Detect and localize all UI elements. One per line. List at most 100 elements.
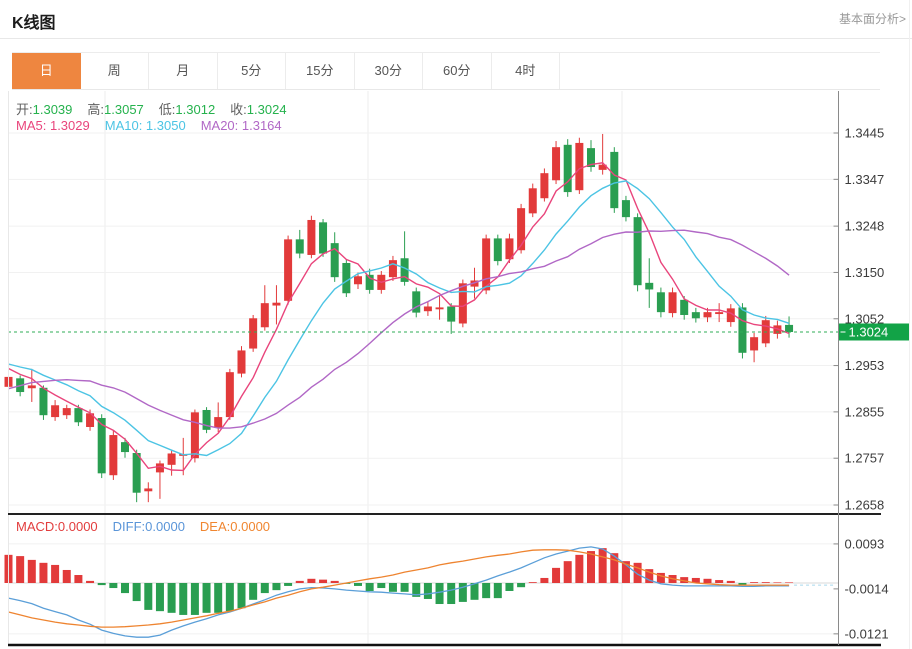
macd-histogram-bar	[656, 572, 665, 583]
macd-histogram-bar	[726, 580, 735, 583]
candle-body	[482, 238, 491, 291]
macd-histogram-bar	[377, 583, 386, 589]
candle-body	[423, 306, 432, 312]
tab-min60[interactable]: 60分	[423, 53, 492, 89]
macd-histogram-bar	[750, 582, 759, 583]
macd-histogram-bar	[517, 583, 526, 588]
ma10-line	[8, 180, 790, 457]
legend-label: 高:	[87, 102, 105, 117]
macd-histogram-bar	[633, 562, 642, 583]
macd-histogram-bar	[260, 583, 269, 594]
tab-day[interactable]: 日	[12, 53, 81, 89]
candle-body	[51, 405, 60, 418]
candle-body	[319, 222, 328, 254]
tab-min15[interactable]: 15分	[286, 53, 355, 89]
price-axis-label: 1.3445	[845, 126, 885, 141]
macd-axis-label: -0.0121	[845, 626, 889, 641]
price-axis-label: 1.2658	[845, 498, 885, 513]
macd-histogram-bar	[773, 582, 782, 583]
macd-histogram-bar	[540, 577, 549, 583]
macd-histogram-bar	[552, 567, 561, 583]
diff-line	[8, 546, 790, 638]
legend-label: 开:	[16, 102, 33, 117]
macd-histogram-bar	[167, 583, 176, 613]
ma5-line	[8, 162, 790, 472]
candle-body	[750, 337, 759, 351]
candle-body	[39, 387, 48, 416]
tab-min5[interactable]: 5分	[217, 53, 286, 89]
macd-histogram-bar	[598, 548, 607, 583]
macd-histogram-bar	[412, 583, 421, 597]
candle-body	[458, 283, 467, 324]
legend-value: 0.0000	[145, 519, 185, 534]
candle-body	[540, 173, 549, 199]
macd-histogram-bar	[202, 583, 211, 613]
price-axis-label: 1.2953	[845, 358, 885, 373]
candle-body	[354, 276, 362, 285]
legend-value: 0.0000	[230, 519, 271, 534]
candle-body	[435, 307, 444, 310]
candle-body	[680, 299, 689, 315]
legend-value: 1.3050	[145, 118, 186, 133]
macd-histogram-bar	[97, 583, 106, 586]
macd-histogram-bar	[610, 553, 619, 583]
current-price-badge	[839, 323, 909, 341]
macd-histogram-bar	[691, 577, 700, 583]
legend-value: 1.3164	[241, 118, 282, 133]
macd-histogram-bar	[715, 580, 724, 583]
candle-body	[365, 274, 374, 290]
candle-body	[575, 142, 584, 191]
macd-histogram-bar	[587, 551, 595, 583]
candle-body	[447, 306, 456, 322]
fundamental-analysis-link[interactable]: 基本面分析>	[838, 12, 906, 26]
macd-histogram-bar	[51, 564, 60, 583]
macd-axis-label: -0.0014	[845, 581, 889, 596]
period-tabbar: 日周月 5分 15分 30分 60分 4时	[12, 52, 880, 90]
macd-histogram-bar	[761, 582, 770, 583]
legend-value: 1.3029	[49, 118, 90, 133]
tab-month[interactable]: 月	[149, 53, 218, 89]
candle-body	[86, 413, 95, 428]
macd-histogram-bar	[482, 583, 491, 599]
candle-body	[726, 308, 735, 323]
candle-body	[691, 312, 700, 319]
macd-histogram-bar	[423, 583, 432, 599]
legend-label: DEA:	[199, 519, 231, 534]
candle-body	[598, 164, 607, 170]
candle-body	[738, 307, 747, 353]
macd-legend: MACD:0.0000 DIFF:0.0000 DEA:0.0000	[16, 519, 270, 534]
macd-histogram-bar	[563, 561, 572, 583]
macd-histogram-bar	[575, 554, 584, 583]
candle-body	[144, 488, 153, 492]
candle-body	[249, 318, 258, 349]
candle-body	[563, 144, 572, 193]
legend-value: 0.0000	[57, 519, 98, 534]
candle-body	[260, 303, 269, 328]
macd-histogram-bar	[144, 583, 153, 610]
macd-histogram-bar	[365, 583, 374, 591]
candle-body	[470, 280, 479, 287]
tab-min30[interactable]: 30分	[354, 53, 423, 89]
candle-body	[109, 435, 118, 476]
candle-body	[656, 292, 665, 313]
macd-histogram-bar	[388, 583, 397, 592]
legend-label: MA20:	[200, 118, 242, 133]
tab-week[interactable]: 周	[80, 53, 149, 89]
candle-body	[132, 453, 141, 493]
tab-hour4[interactable]: 4时	[491, 53, 560, 89]
candle-body	[517, 208, 526, 251]
candle-body	[412, 291, 421, 313]
candle-body	[645, 282, 654, 290]
candle-body	[610, 151, 619, 209]
price-axis-label: 1.2757	[845, 451, 885, 466]
candle-body	[552, 147, 561, 181]
legend-label: MACD:	[16, 519, 58, 534]
candle-body	[528, 188, 537, 214]
candle-body	[225, 372, 234, 418]
candle-body	[62, 408, 71, 416]
ma20-line	[8, 229, 790, 429]
macd-histogram-bar	[121, 583, 129, 594]
candle-body	[237, 350, 246, 374]
price-axis-label: 1.2855	[845, 404, 885, 419]
